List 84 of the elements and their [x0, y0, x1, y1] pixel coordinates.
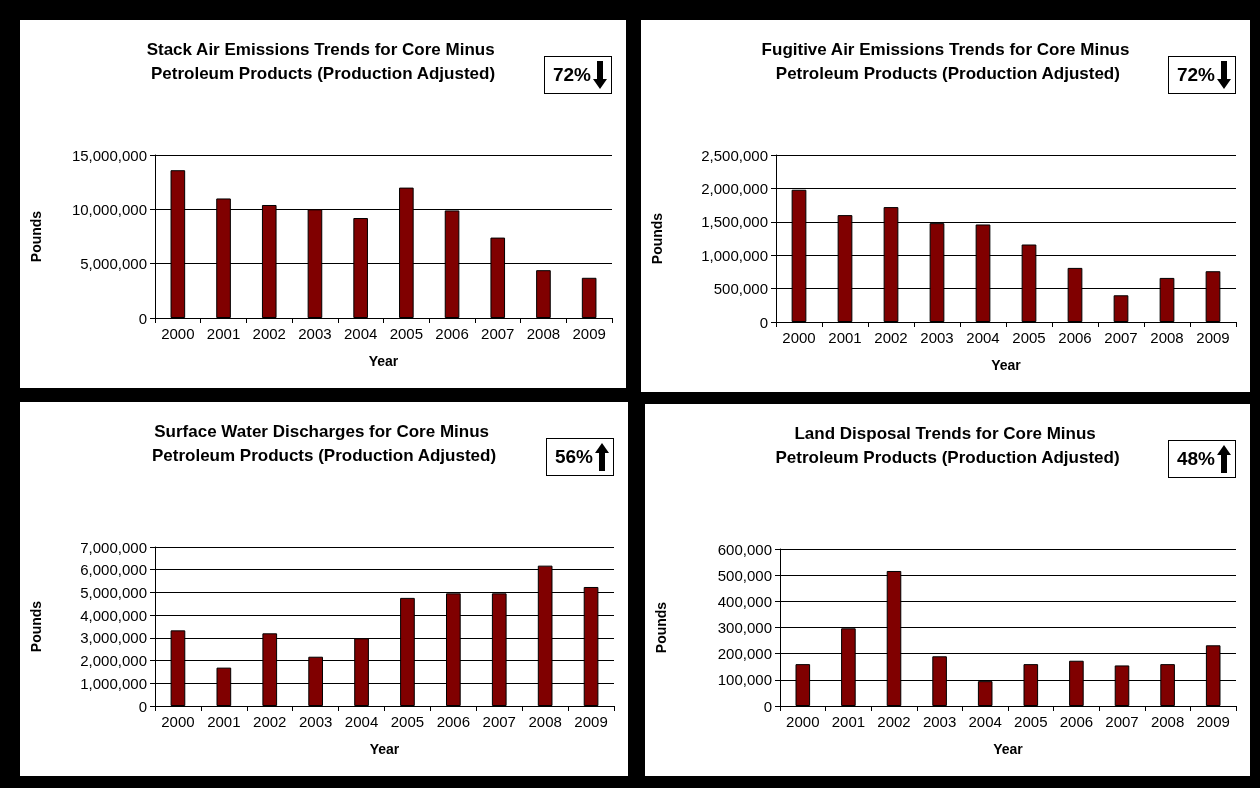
y-tick-label: 600,000 [717, 540, 772, 558]
x-axis-title: Year [368, 353, 399, 369]
x-tick-label: 2004 [344, 713, 379, 730]
x-tick-label: 2002 [253, 713, 287, 730]
bar [581, 277, 597, 318]
x-tick-label: 2003 [922, 713, 957, 730]
x-tick-label: 2002 [874, 329, 908, 346]
y-tick-label: 5,000,000 [80, 255, 147, 273]
y-tick-label: 100,000 [717, 671, 772, 689]
y-tick-label: 0 [759, 313, 768, 331]
y-tick-label: 200,000 [717, 645, 772, 663]
x-tick-label: 2005 [1014, 713, 1048, 730]
x-tick-label: 2001 [828, 329, 862, 346]
x-tick-label: 2004 [343, 325, 378, 342]
x-tick-label: 2001 [831, 713, 866, 730]
x-tick-label: 2005 [1012, 329, 1046, 346]
x-tick-label: 2000 [786, 713, 820, 730]
x-tick-label: 2007 [481, 325, 515, 342]
x-tick-label: 2003 [920, 329, 954, 346]
x-tick-label: 2008 [1150, 329, 1184, 346]
y-tick-label: 6,000,000 [80, 561, 147, 579]
x-tick-label: 2008 [526, 325, 561, 342]
x-axis-title: Year [991, 357, 1022, 373]
x-tick-label: 2002 [877, 713, 911, 730]
y-tick-label: 400,000 [717, 592, 772, 610]
x-tick-label: 2001 [206, 325, 241, 342]
y-tick-label: 0 [138, 697, 147, 715]
x-tick-label: 2002 [252, 325, 286, 342]
y-tick-label: 3,000,000 [80, 629, 147, 647]
x-tick-label: 2006 [436, 713, 471, 730]
x-tick-label: 2001 [207, 713, 241, 730]
chart-title: Fugitive Air Emissions Trends for Core Minus Petroleum Products (Production Adjusted) [761, 39, 1130, 83]
text: 72% [1176, 64, 1215, 86]
x-tick-label: 2004 [968, 713, 1002, 730]
chart-title: Land Disposal Trends for Core Minus Petroleum Products (Production Adjusted) [775, 423, 1120, 467]
x-tick-label: 2003 [298, 325, 332, 342]
y-tick-label: 4,000,000 [80, 606, 147, 624]
y-tick-label: 500,000 [713, 280, 768, 298]
y-axis-title: Pounds [28, 600, 44, 653]
text: 48% [1176, 448, 1215, 470]
x-tick-label: 2000 [161, 325, 195, 342]
x-tick-label: 2008 [1150, 713, 1185, 730]
x-tick-label: 2007 [1105, 713, 1139, 730]
x-tick-label: 2005 [389, 325, 424, 342]
x-tick-label: 2008 [528, 713, 562, 730]
y-axis-title: Pounds [28, 210, 44, 263]
bar [536, 270, 551, 318]
y-tick-label: 10,000,000 [71, 200, 147, 218]
x-tick-label: 2000 [161, 713, 195, 730]
x-tick-label: 2006 [1058, 329, 1092, 346]
y-tick-label: 300,000 [717, 619, 772, 636]
y-axis-title: Pounds [649, 212, 665, 265]
x-tick-label: 2009 [572, 325, 606, 342]
x-tick-label: 2006 [435, 325, 469, 342]
x-tick-label: 2003 [298, 713, 333, 730]
y-tick-label: 5,000,000 [80, 583, 147, 601]
x-tick-label: 2006 [1059, 713, 1094, 730]
y-tick-label: 2,000,000 [80, 652, 147, 670]
bar [1113, 295, 1129, 322]
x-tick-label: 2009 [574, 713, 608, 730]
y-axis-title: Pounds [653, 601, 669, 654]
x-tick-label: 2009 [1196, 713, 1230, 730]
x-tick-label: 2005 [390, 713, 425, 730]
y-tick-label: 1,500,000 [701, 213, 768, 231]
x-tick-label: 2007 [482, 713, 516, 730]
x-axis-title: Year [993, 741, 1024, 757]
text: 56% [554, 446, 593, 468]
x-axis-title: Year [369, 741, 400, 757]
y-tick-label: 500,000 [717, 566, 772, 584]
y-tick-label: 0 [138, 309, 147, 327]
chart-title: Surface Water Discharges for Core Minus Petroleum Products (Production Adjusted) [151, 421, 497, 465]
y-tick-label: 15,000,000 [71, 146, 147, 164]
y-tick-label: 1,000,000 [80, 674, 147, 692]
text: 72% [552, 64, 591, 86]
x-tick-label: 2000 [782, 329, 816, 346]
y-tick-label: 1,000,000 [701, 246, 768, 264]
x-tick-label: 2004 [966, 329, 1000, 346]
x-tick-label: 2007 [1104, 329, 1138, 346]
y-tick-label: 0 [763, 697, 772, 715]
x-tick-label: 2009 [1196, 329, 1230, 346]
y-tick-label: 7,000,000 [80, 538, 147, 556]
chart-title: Stack Air Emissions Trends for Core Minus Petroleum Products (Production Adjusted) [146, 39, 500, 83]
y-tick-label: 2,000,000 [701, 179, 768, 197]
y-tick-label: 2,500,000 [701, 146, 768, 164]
